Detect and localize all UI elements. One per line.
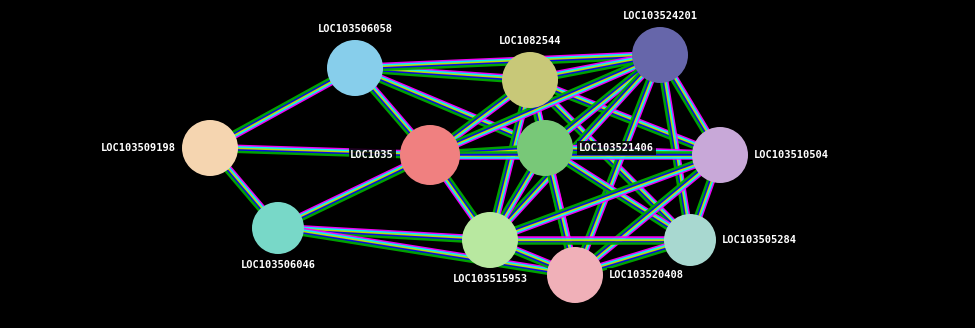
Circle shape — [692, 127, 748, 183]
Circle shape — [517, 120, 573, 176]
Text: LOC103524201: LOC103524201 — [622, 11, 697, 21]
Text: LOC1035: LOC1035 — [350, 150, 394, 160]
Text: LOC103521406: LOC103521406 — [579, 143, 654, 153]
Text: LOC103515953: LOC103515953 — [452, 274, 527, 284]
Circle shape — [400, 125, 460, 185]
Text: LOC103510504: LOC103510504 — [754, 150, 829, 160]
Circle shape — [462, 212, 518, 268]
Circle shape — [664, 214, 716, 266]
Text: LOC103506046: LOC103506046 — [241, 260, 316, 270]
Circle shape — [632, 27, 688, 83]
Circle shape — [182, 120, 238, 176]
Text: LOC103506058: LOC103506058 — [318, 24, 393, 34]
Text: LOC103505284: LOC103505284 — [722, 235, 797, 245]
Circle shape — [327, 40, 383, 96]
Text: LOC1082544: LOC1082544 — [499, 36, 562, 46]
Text: LOC103509198: LOC103509198 — [101, 143, 176, 153]
Circle shape — [252, 202, 304, 254]
Circle shape — [502, 52, 558, 108]
Circle shape — [547, 247, 603, 303]
Text: LOC103520408: LOC103520408 — [609, 270, 684, 280]
